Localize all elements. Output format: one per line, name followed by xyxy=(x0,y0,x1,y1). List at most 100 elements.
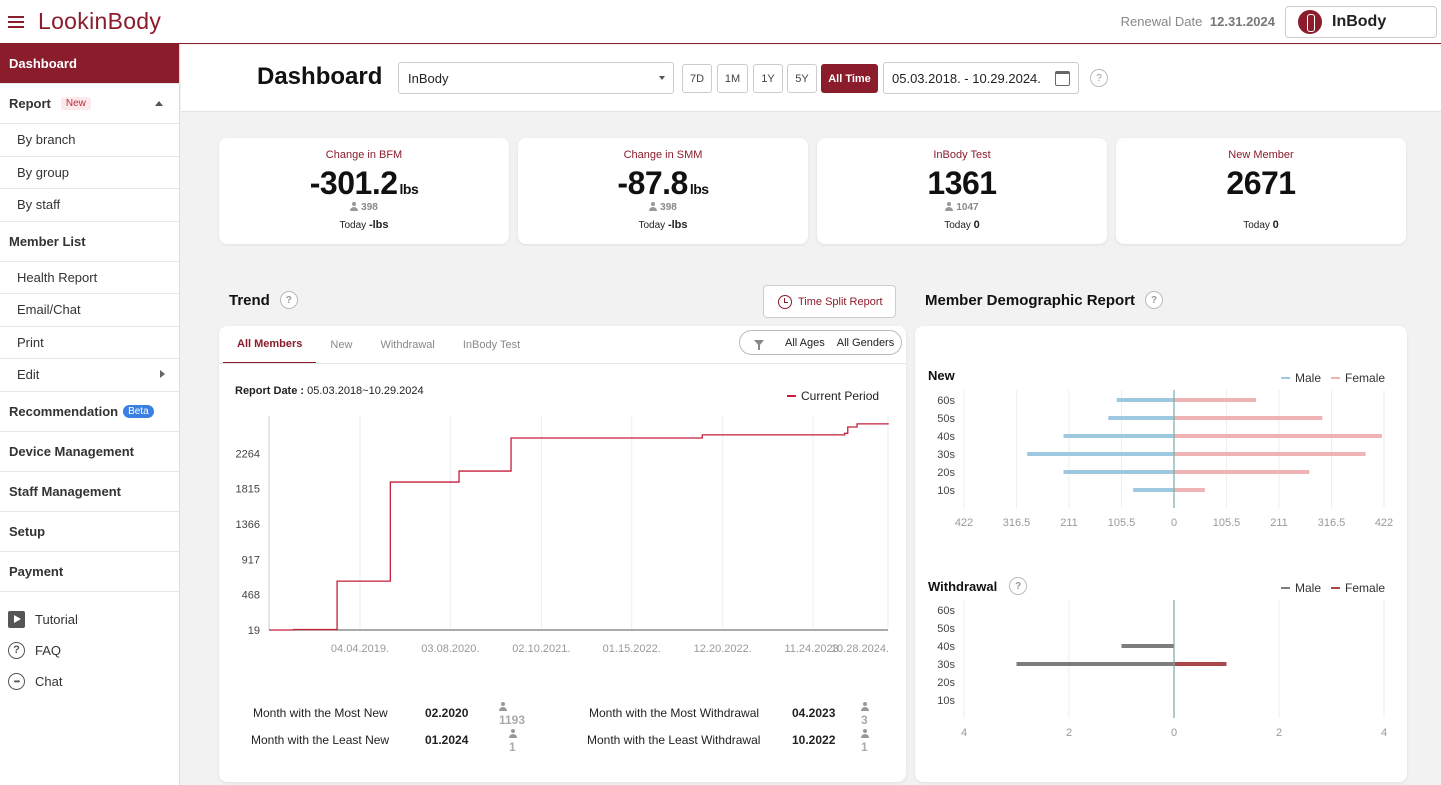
stat-label: Month with the Least Withdrawal xyxy=(587,733,761,747)
card-count-value: 1047 xyxy=(956,202,979,213)
card-today: Today -lbs xyxy=(518,219,808,231)
stat-row-least-withdrawal: Month with the Least Withdrawal 10.2022 … xyxy=(587,729,869,754)
hamburger-menu-icon[interactable] xyxy=(8,15,24,28)
caret-up-icon xyxy=(155,101,163,106)
help-icon[interactable]: ? xyxy=(1009,577,1028,595)
tab-divider xyxy=(219,363,906,364)
device-select[interactable]: InBody xyxy=(398,62,674,94)
bar-female xyxy=(1174,470,1310,474)
tool-label: FAQ xyxy=(35,642,62,658)
card-today: Today 0 xyxy=(1116,219,1406,231)
sidebar-item-label: Report xyxy=(9,96,51,111)
sidebar-item-email-chat[interactable]: Email/Chat xyxy=(0,294,179,327)
bar-male xyxy=(1063,434,1174,438)
card-label: InBody Test xyxy=(933,149,991,161)
sidebar-item-member-list[interactable]: Member List xyxy=(0,222,179,262)
range-5y-button[interactable]: 5Y xyxy=(787,64,817,93)
sidebar-item-edit[interactable]: Edit xyxy=(0,359,179,392)
today-label: Today xyxy=(1243,220,1270,231)
sidebar-item-print[interactable]: Print xyxy=(0,327,179,359)
tab-new[interactable]: New xyxy=(330,338,353,351)
card-count: 398 xyxy=(518,202,808,213)
date-range-input[interactable]: 05.03.2018. - 10.29.2024. xyxy=(883,62,1079,94)
stat-count: 1 xyxy=(861,726,872,754)
x-tick-label: 105.5 xyxy=(1213,517,1241,529)
y-tick-label: 30s xyxy=(937,449,955,461)
sidebar-tool-tutorial[interactable]: Tutorial xyxy=(0,604,179,635)
question-icon: ? xyxy=(8,641,25,659)
today-value: -lbs xyxy=(368,219,389,231)
caret-right-icon xyxy=(160,370,165,378)
stat-row-most-withdrawal: Month with the Most Withdrawal 04.2023 3 xyxy=(589,702,869,727)
x-tick-label: 4 xyxy=(961,727,967,739)
y-tick-label: 60s xyxy=(937,605,955,617)
stat-count-value: 3 xyxy=(861,713,868,727)
legend-swatch xyxy=(787,395,796,397)
top-bar: LookinBody Renewal Date 12.31.2024 InBod… xyxy=(0,0,1441,44)
report-date: Report Date : 05.03.2018~10.29.2024 xyxy=(235,385,424,397)
help-icon[interactable]: ? xyxy=(1145,291,1164,309)
today-label: Today xyxy=(339,220,367,231)
range-1y-button[interactable]: 1Y xyxy=(753,64,783,93)
sidebar-item-health-report[interactable]: Health Report xyxy=(0,262,179,294)
today-value: -lbs xyxy=(667,219,688,231)
sidebar-item-by-branch[interactable]: By branch xyxy=(0,124,179,157)
card-count: 1047 xyxy=(817,202,1107,213)
sidebar-item-payment[interactable]: Payment xyxy=(0,552,179,592)
stat-label: Month with the Least New xyxy=(251,733,390,747)
stat-count: 1193 xyxy=(499,699,525,727)
y-tick-label: 60s xyxy=(937,395,955,407)
app-logo[interactable]: LookinBody xyxy=(38,8,162,34)
sidebar: Dashboard Report New By branch By group … xyxy=(0,44,180,785)
x-tick-label: 03.08.2020. xyxy=(421,643,479,655)
report-date-value: 05.03.2018~10.29.2024 xyxy=(307,385,424,397)
y-tick-label: 40s xyxy=(937,431,955,443)
x-tick-label: 4 xyxy=(1381,727,1387,739)
stat-date: 04.2023 xyxy=(792,706,836,720)
x-tick-label: 316.5 xyxy=(1003,517,1031,529)
sidebar-item-setup[interactable]: Setup xyxy=(0,512,179,552)
sidebar-item-report[interactable]: Report New xyxy=(0,84,179,124)
tab-all-members[interactable]: All Members xyxy=(223,326,317,363)
withdrawal-demographic-chart: 4 2 0 2 4 60s 50s 40s 30s 20s 10s xyxy=(937,600,1387,739)
help-icon[interactable]: ? xyxy=(1090,69,1108,87)
stat-count-value: 1 xyxy=(509,740,516,754)
bar-male xyxy=(1133,488,1174,492)
card-value: 1361 xyxy=(817,165,1107,202)
sidebar-item-by-staff[interactable]: By staff xyxy=(0,189,179,222)
new-chart-title: New xyxy=(928,368,955,383)
time-split-report-button[interactable]: Time Split Report xyxy=(763,285,896,318)
tab-withdrawal[interactable]: Withdrawal xyxy=(380,338,435,351)
filter-button[interactable]: All Ages All Genders xyxy=(739,330,902,355)
sidebar-item-recommendation[interactable]: Recommendation Beta xyxy=(0,392,179,432)
stat-card-smm: Change in SMM -87.8 lbs 398 Today -lbs xyxy=(518,138,808,244)
trend-panel: All Members New Withdrawal InBody Test A… xyxy=(219,326,906,782)
sidebar-tool-faq[interactable]: ? FAQ xyxy=(0,635,179,666)
filter-ages: All Ages xyxy=(785,336,825,349)
sidebar-item-device-management[interactable]: Device Management xyxy=(0,432,179,472)
x-tick-label: 04.04.2019. xyxy=(331,643,389,655)
range-7d-button[interactable]: 7D xyxy=(682,64,712,93)
x-tick-label: 0 xyxy=(1171,517,1177,529)
x-tick-label: 2 xyxy=(1066,727,1072,739)
demographic-title: Member Demographic Report ? xyxy=(925,291,1164,309)
chart-legend: Current Period xyxy=(787,389,879,403)
tab-inbody-test[interactable]: InBody Test xyxy=(462,338,521,351)
card-label: Change in BFM xyxy=(325,149,403,161)
withdrawal-title-text: Withdrawal xyxy=(928,578,998,594)
sidebar-tool-chat[interactable]: ••• Chat xyxy=(0,666,179,697)
brand-button[interactable]: InBody xyxy=(1285,6,1437,38)
y-tick-label: 2264 xyxy=(236,448,260,460)
sidebar-item-staff-management[interactable]: Staff Management xyxy=(0,472,179,512)
sidebar-item-by-group[interactable]: By group xyxy=(0,157,179,189)
legend-swatch-male xyxy=(1281,376,1290,380)
help-icon[interactable]: ? xyxy=(279,291,298,309)
stat-label: Month with the Most Withdrawal xyxy=(589,706,760,720)
legend-swatch-female xyxy=(1331,586,1341,590)
x-tick-label: 422 xyxy=(955,517,973,529)
renewal-date: 12.31.2024 xyxy=(1209,14,1275,29)
range-all-time-button[interactable]: All Time xyxy=(821,64,878,93)
calendar-icon[interactable] xyxy=(1055,71,1070,86)
range-1m-button[interactable]: 1M xyxy=(717,64,748,93)
sidebar-item-dashboard[interactable]: Dashboard xyxy=(0,44,179,84)
